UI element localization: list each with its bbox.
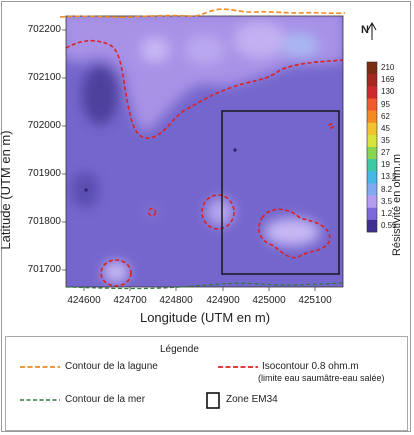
plot-border [65, 15, 344, 288]
colorbar-segment [367, 171, 377, 184]
legend-title: Légende [160, 344, 199, 355]
colorbar-segment [367, 219, 377, 233]
y-axis-label: Latitude (UTM en m) [0, 130, 13, 250]
legend-sea-label: Contour de la mer [65, 394, 146, 405]
colorbar-segment [367, 183, 377, 196]
isocontour-line-north [66, 39, 343, 139]
x-tick-label: 424900 [206, 295, 240, 306]
colorbar-tick-label: 210 [381, 63, 395, 73]
colorbar-segment [367, 147, 377, 160]
colorbar [367, 62, 377, 233]
y-tick-label: 701800 [27, 216, 61, 227]
colorbar-tick-label: 45 [381, 123, 390, 133]
colorbar-tick-label: 27 [381, 148, 390, 158]
y-tick-label: 701700 [27, 264, 61, 275]
colorbar-title: Résistivité en ohm.m [391, 153, 403, 257]
x-tick-label: 424600 [67, 295, 101, 306]
north-label: N [361, 24, 369, 36]
colorbar-segment [367, 122, 377, 136]
colorbar-segment [367, 86, 377, 99]
x-tick-label: 424700 [113, 295, 147, 306]
legend-zone-label: Zone EM34 [226, 394, 278, 405]
colorbar-segment [367, 74, 377, 87]
colorbar-segment [367, 110, 377, 124]
colorbar-tick-label: 13.5 [381, 172, 397, 182]
x-tick-label: 424800 [159, 295, 193, 306]
colorbar-segment [367, 134, 377, 148]
isocontour-loop-1 [201, 194, 235, 230]
isocontour-loop-4 [147, 207, 157, 217]
colorbar-tick-label: 3.5 [381, 196, 393, 206]
x-tick-label: 425000 [252, 295, 286, 306]
colorbar-tick-label: 35 [381, 135, 390, 145]
y-tick-label: 702100 [27, 72, 61, 83]
zone-em34-rect [221, 110, 340, 275]
isocontour-loop-2 [258, 208, 331, 259]
y-tick-label: 702000 [27, 120, 61, 131]
y-tick-label: 702200 [27, 24, 61, 35]
lagoon-contour [59, 8, 346, 18]
legend-lagoon-label: Contour de la lagune [65, 361, 158, 372]
isocontour-loop-3 [100, 259, 132, 287]
north-arrow-icon [367, 21, 377, 40]
colorbar-tick-label: 1.2 [381, 208, 393, 218]
colorbar-segment [367, 98, 377, 111]
colorbar-tick-label: 19 [381, 160, 390, 170]
colorbar-segment [367, 195, 377, 209]
legend-isocontour-label: Isocontour 0.8 ohm.m [262, 361, 359, 372]
legend-isocontour-note: (limite eau saumâtre-eau salée) [258, 373, 385, 383]
isocontour-loop-5 [328, 123, 334, 129]
y-tick-label: 701900 [27, 168, 61, 179]
colorbar-segment [367, 159, 377, 172]
colorbar-segment [367, 207, 377, 221]
colorbar-tick-label: 62 [381, 111, 390, 121]
colorbar-tick-label: 169 [381, 75, 395, 85]
colorbar-tick-label: 130 [381, 87, 395, 97]
sea-contour [65, 282, 344, 290]
x-axis-label: Longitude (UTM en m) [139, 310, 271, 325]
legend-box [5, 336, 408, 431]
colorbar-segment [367, 62, 377, 75]
x-tick-label: 425100 [298, 295, 332, 306]
colorbar-tick-label: 95 [381, 99, 390, 109]
colorbar-tick-label: 8.2 [381, 184, 393, 194]
colorbar-tick-label: 0.55 [381, 220, 397, 230]
